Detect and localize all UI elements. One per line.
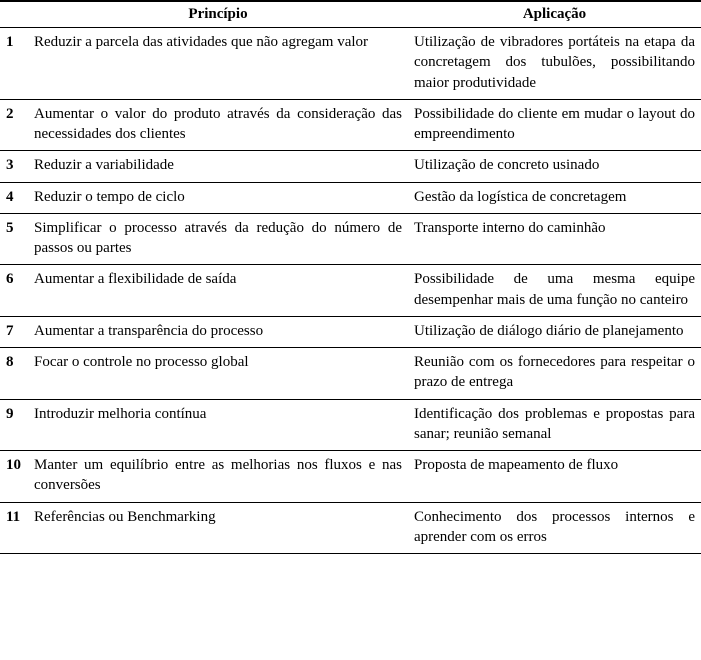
page: Princípio Aplicação 1Reduzir a parcela d… bbox=[0, 0, 701, 554]
row-number: 6 bbox=[0, 265, 28, 317]
row-principio: Manter um equilíbrio entre as melhorias … bbox=[28, 451, 408, 503]
table-row: 7Aumentar a transparência do processoUti… bbox=[0, 316, 701, 347]
row-principio: Reduzir o tempo de ciclo bbox=[28, 182, 408, 213]
row-principio: Introduzir melhoria contínua bbox=[28, 399, 408, 451]
header-principio: Princípio bbox=[28, 1, 408, 28]
row-number: 8 bbox=[0, 348, 28, 400]
row-principio: Focar o controle no processo global bbox=[28, 348, 408, 400]
row-aplicacao: Utilização de vibradores portáteis na et… bbox=[408, 28, 701, 100]
table-row: 3Reduzir a variabilidadeUtilização de co… bbox=[0, 151, 701, 182]
table-row: 9Introduzir melhoria contínuaIdentificaç… bbox=[0, 399, 701, 451]
row-aplicacao: Utilização de diálogo diário de planejam… bbox=[408, 316, 701, 347]
table-row: 10Manter um equilíbrio entre as melhoria… bbox=[0, 451, 701, 503]
row-number: 9 bbox=[0, 399, 28, 451]
table-head: Princípio Aplicação bbox=[0, 1, 701, 28]
row-principio: Aumentar a flexibilidade de saída bbox=[28, 265, 408, 317]
table-header-row: Princípio Aplicação bbox=[0, 1, 701, 28]
row-aplicacao: Reunião com os fornecedores para respeit… bbox=[408, 348, 701, 400]
row-number: 2 bbox=[0, 99, 28, 151]
row-number: 7 bbox=[0, 316, 28, 347]
row-aplicacao: Possibilidade de uma mesma equipe desemp… bbox=[408, 265, 701, 317]
row-aplicacao: Identificação dos problemas e propostas … bbox=[408, 399, 701, 451]
principles-table: Princípio Aplicação 1Reduzir a parcela d… bbox=[0, 0, 701, 554]
row-aplicacao: Utilização de concreto usinado bbox=[408, 151, 701, 182]
row-aplicacao: Possibilidade do cliente em mudar o layo… bbox=[408, 99, 701, 151]
header-aplicacao: Aplicação bbox=[408, 1, 701, 28]
row-aplicacao: Gestão da logística de concretagem bbox=[408, 182, 701, 213]
row-number: 3 bbox=[0, 151, 28, 182]
row-aplicacao: Proposta de mapeamento de fluxo bbox=[408, 451, 701, 503]
row-number: 1 bbox=[0, 28, 28, 100]
row-number: 4 bbox=[0, 182, 28, 213]
row-number: 5 bbox=[0, 213, 28, 265]
row-principio: Aumentar o valor do produto através da c… bbox=[28, 99, 408, 151]
table-row: 8Focar o controle no processo globalReun… bbox=[0, 348, 701, 400]
row-number: 11 bbox=[0, 502, 28, 554]
table-row: 6Aumentar a flexibilidade de saídaPossib… bbox=[0, 265, 701, 317]
row-aplicacao: Conhecimento dos processos internos e ap… bbox=[408, 502, 701, 554]
row-number: 10 bbox=[0, 451, 28, 503]
row-aplicacao: Transporte interno do caminhão bbox=[408, 213, 701, 265]
header-empty bbox=[0, 1, 28, 28]
table-row: 2Aumentar o valor do produto através da … bbox=[0, 99, 701, 151]
table-row: 11Referências ou BenchmarkingConheciment… bbox=[0, 502, 701, 554]
table-body: 1Reduzir a parcela das atividades que nã… bbox=[0, 28, 701, 554]
table-row: 1Reduzir a parcela das atividades que nã… bbox=[0, 28, 701, 100]
row-principio: Reduzir a parcela das atividades que não… bbox=[28, 28, 408, 100]
row-principio: Aumentar a transparência do processo bbox=[28, 316, 408, 347]
table-row: 5Simplificar o processo através da reduç… bbox=[0, 213, 701, 265]
row-principio: Referências ou Benchmarking bbox=[28, 502, 408, 554]
table-row: 4Reduzir o tempo de cicloGestão da logís… bbox=[0, 182, 701, 213]
row-principio: Simplificar o processo através da reduçã… bbox=[28, 213, 408, 265]
row-principio: Reduzir a variabilidade bbox=[28, 151, 408, 182]
